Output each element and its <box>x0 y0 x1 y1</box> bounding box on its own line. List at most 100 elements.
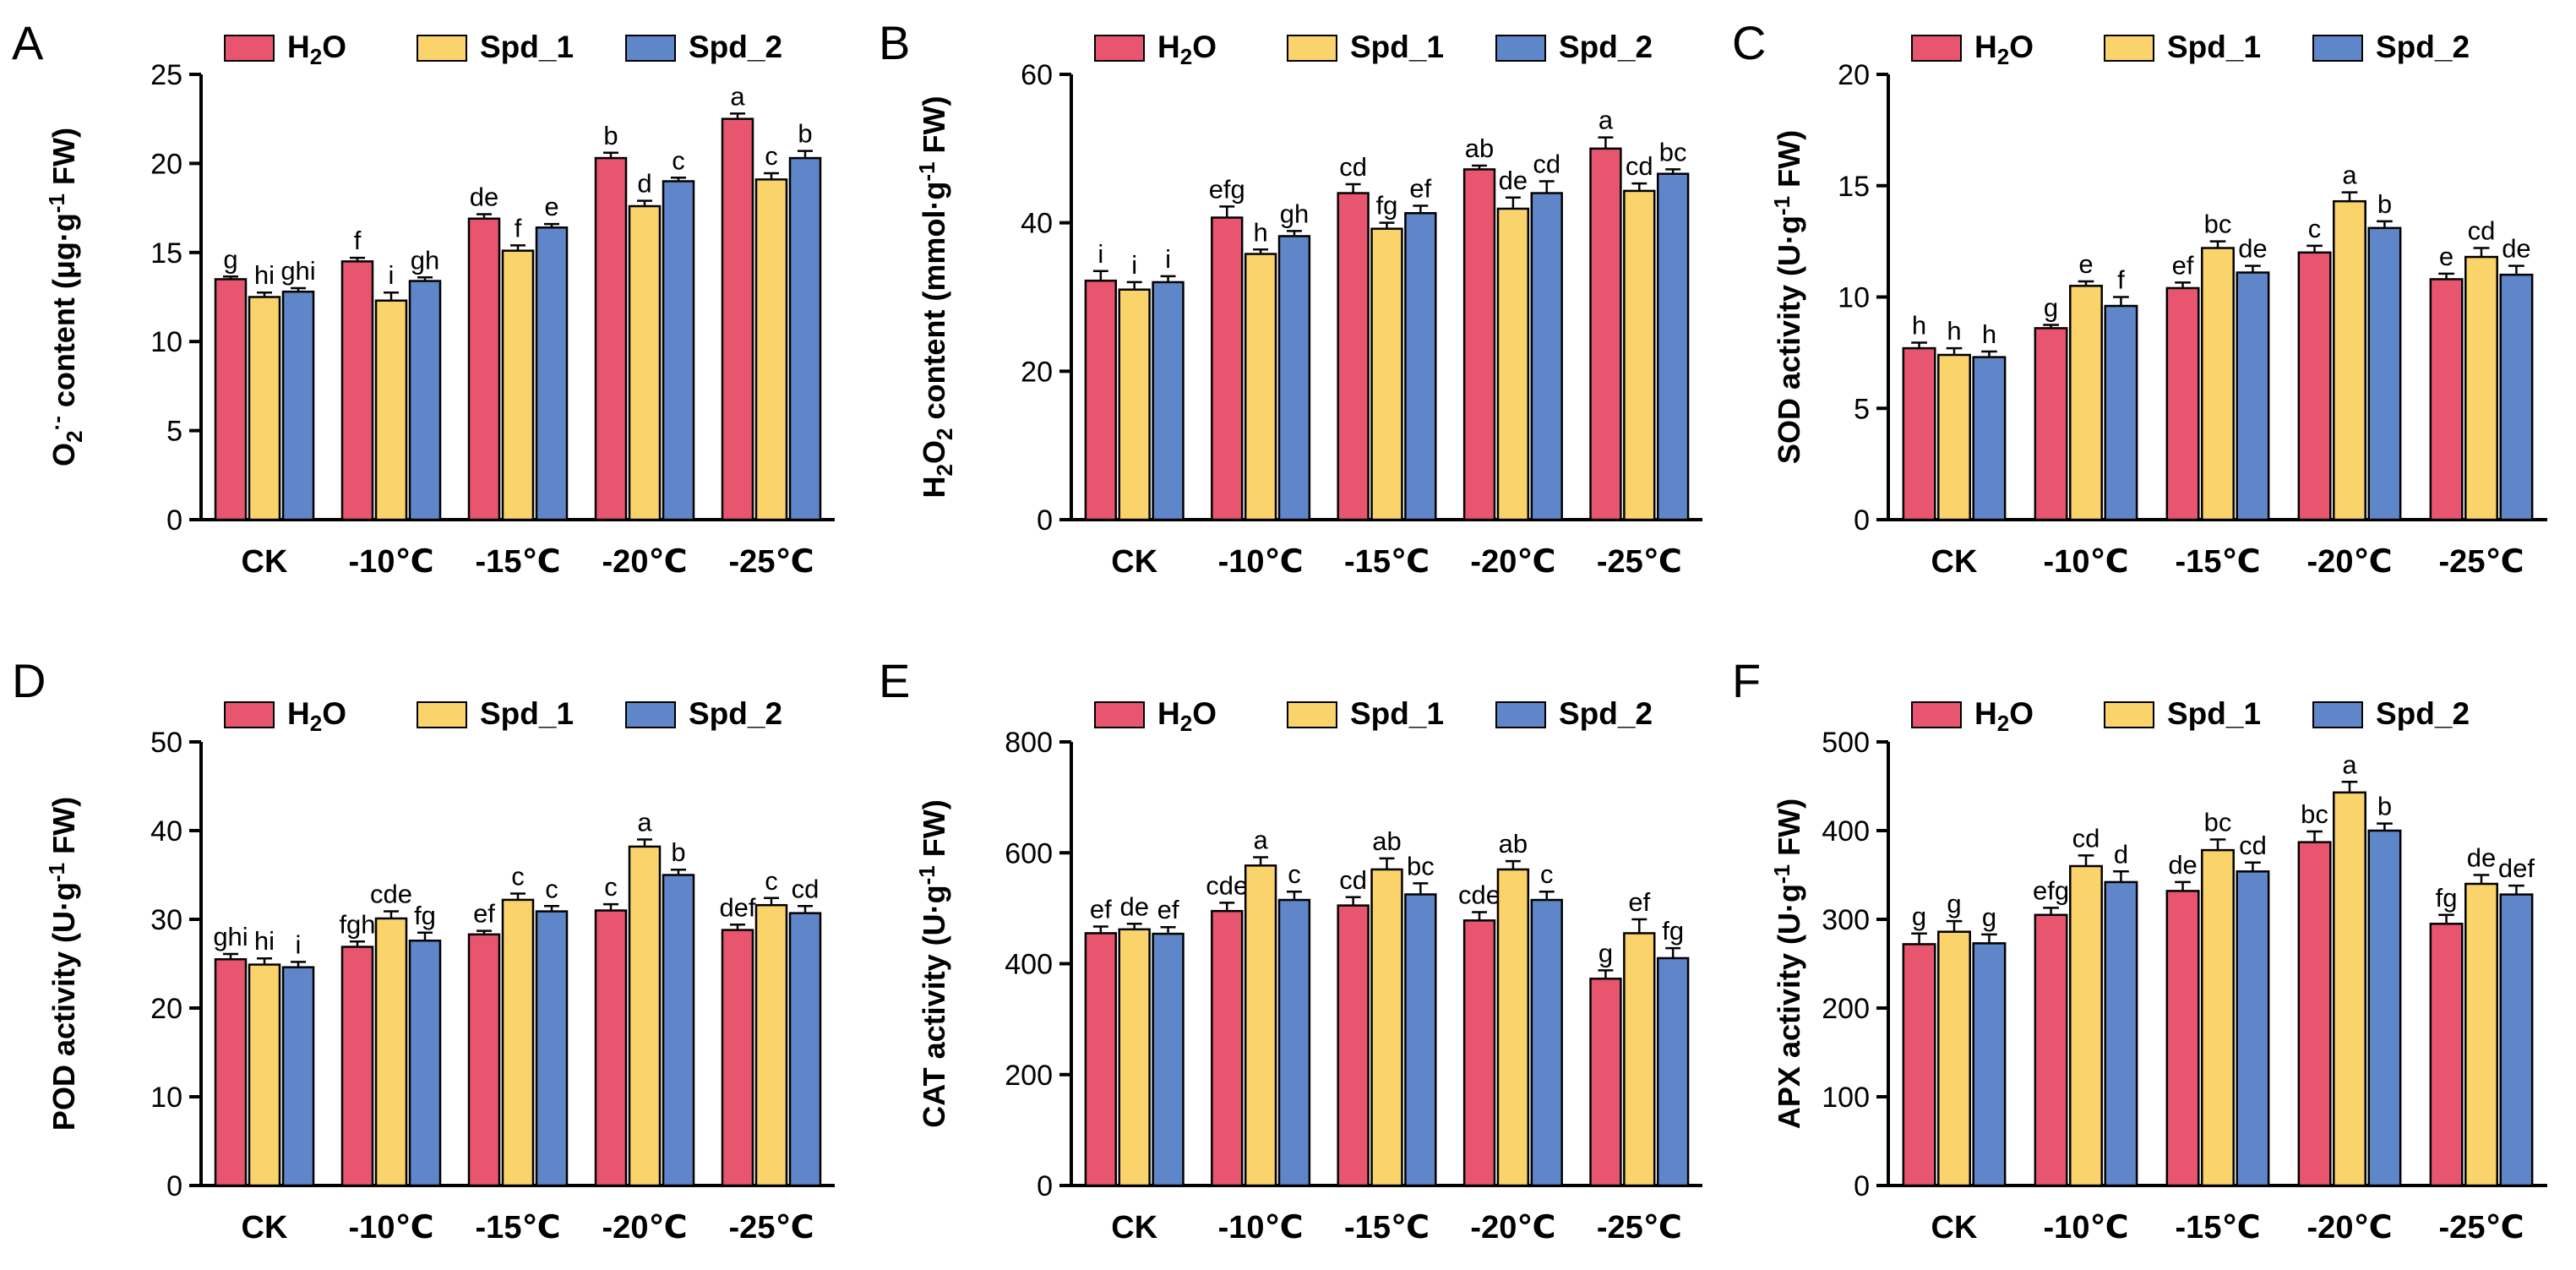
significance-label: cde <box>1206 870 1248 900</box>
panel-letter: E <box>879 654 910 707</box>
y-tick-label: 20 <box>1021 356 1053 388</box>
panel-letter: A <box>12 16 44 69</box>
significance-label: c <box>2308 214 2322 243</box>
significance-label: ef <box>1628 887 1650 917</box>
bar-spd_2-4 <box>2499 893 2534 1187</box>
significance-label: i <box>1165 244 1171 274</box>
significance-label: a <box>730 81 745 111</box>
legend-swatch-spd_2 <box>2312 35 2363 62</box>
bar-h2o-2 <box>1337 904 1370 1187</box>
bar-spd_1-3 <box>1496 868 1530 1187</box>
bar-spd_1-1 <box>2069 864 2103 1187</box>
y-tick-label: 40 <box>150 815 182 848</box>
y-tick-label: 0 <box>1037 1170 1053 1202</box>
y-tick-label: 300 <box>1822 904 1870 936</box>
legend-label-h2o: H2O <box>1974 696 2034 736</box>
significance-label: g <box>1947 889 1961 918</box>
bar-h2o-2 <box>2165 286 2200 521</box>
significance-label: bc <box>1407 851 1435 880</box>
legend-label-h2o: H2O <box>287 30 346 69</box>
significance-label: de <box>470 182 498 211</box>
significance-label: b <box>603 121 618 150</box>
x-category-label: CK <box>242 544 288 580</box>
legend-swatch-h2o <box>224 701 275 728</box>
significance-label: gh <box>411 245 439 275</box>
legend-swatch-spd_2 <box>625 35 676 62</box>
legend-swatch-spd_1 <box>2104 701 2154 728</box>
significance-label: cd <box>2468 216 2496 246</box>
bar-spd_2-1 <box>1277 235 1311 521</box>
legend-label-spd_1: Spd_1 <box>1350 30 1444 64</box>
chart-panel-e: E H2O Spd_1 Spd_2 0 200 400 600 800 CAT activity … <box>879 654 1702 1245</box>
chart-panel-d: D H2O Spd_1 Spd_2 0 10 20 30 40 50 POD activity (U… <box>12 654 835 1245</box>
significance-label: f <box>354 226 362 255</box>
x-category-label: -20℃ <box>2307 1210 2393 1245</box>
y-tick-label: 0 <box>1037 504 1053 537</box>
significance-label: a <box>1598 106 1614 135</box>
y-tick-label: 400 <box>1005 949 1053 981</box>
x-category-label: CK <box>1111 544 1157 580</box>
legend-label-spd_1: Spd_1 <box>480 30 574 64</box>
bar-spd_2-4 <box>1656 172 1690 521</box>
bar-spd_1-0 <box>1937 353 1971 521</box>
significance-label: i <box>389 260 395 290</box>
significance-label: cd <box>1339 152 1367 182</box>
legend-swatch-h2o <box>224 35 275 62</box>
y-tick-label: 200 <box>1822 993 1870 1025</box>
y-tick-label: 800 <box>1005 727 1053 759</box>
significance-label: cd <box>792 874 820 903</box>
x-category-label: CK <box>1111 1210 1157 1245</box>
bar-spd_1-3 <box>2333 791 2366 1187</box>
significance-label: b <box>2377 792 2392 821</box>
bar-h2o-3 <box>594 156 628 521</box>
significance-label: c <box>765 141 778 171</box>
bar-h2o-3 <box>2297 251 2332 521</box>
significance-label: d <box>2114 839 2128 869</box>
significance-label: c <box>511 862 525 891</box>
significance-label: cd <box>1533 149 1560 178</box>
legend-swatch-spd_1 <box>417 701 467 728</box>
bar-spd_1-4 <box>2464 255 2498 521</box>
bar-h2o-2 <box>1337 192 1370 521</box>
panel-letter: F <box>1732 654 1761 707</box>
bar-h2o-3 <box>1462 168 1496 521</box>
panel-letter: C <box>1732 16 1766 69</box>
bar-spd_2-1 <box>2104 880 2138 1187</box>
bar-spd_1-1 <box>2069 285 2103 521</box>
significance-label: fg <box>1662 916 1684 946</box>
bar-h2o-1 <box>1211 909 1244 1187</box>
x-category-label: -25℃ <box>2439 1210 2524 1245</box>
x-category-label: CK <box>1931 1210 1978 1245</box>
legend-swatch-spd_1 <box>417 35 467 62</box>
bar-h2o-4 <box>2429 923 2464 1187</box>
bar-spd_2-1 <box>408 939 442 1187</box>
significance-label: g <box>223 244 237 274</box>
bar-spd_1-3 <box>2333 199 2366 521</box>
x-category-label: -25℃ <box>2439 544 2524 580</box>
bar-spd_2-3 <box>662 874 695 1187</box>
significance-label: ef <box>1409 173 1431 203</box>
y-tick-label: 60 <box>1021 59 1053 91</box>
x-category-label: -25℃ <box>729 544 814 580</box>
bar-spd_1-2 <box>501 898 535 1187</box>
x-category-label: -10℃ <box>2044 1210 2129 1245</box>
y-tick-label: 10 <box>1838 282 1870 314</box>
significance-label: e <box>544 192 558 221</box>
bar-h2o-4 <box>1589 147 1622 521</box>
significance-label: gh <box>1280 199 1309 228</box>
significance-label: g <box>1598 938 1613 967</box>
significance-label: de <box>2502 234 2530 264</box>
significance-label: e <box>2439 242 2453 271</box>
x-category-label: -15℃ <box>476 544 561 580</box>
legend-swatch-spd_1 <box>2104 35 2154 62</box>
significance-label: hi <box>254 260 275 290</box>
chart-panel-f: F H2O Spd_1 Spd_2 0 100 200 300 400 500 APX activi… <box>1732 654 2547 1245</box>
significance-label: cd <box>2239 831 2267 860</box>
panel-letter: B <box>879 16 910 69</box>
significance-label: ef <box>473 899 495 929</box>
bar-h2o-3 <box>2297 841 2332 1187</box>
bar-spd_2-2 <box>535 910 569 1187</box>
x-category-label: -15℃ <box>476 1210 561 1245</box>
bar-h2o-2 <box>2165 890 2200 1187</box>
